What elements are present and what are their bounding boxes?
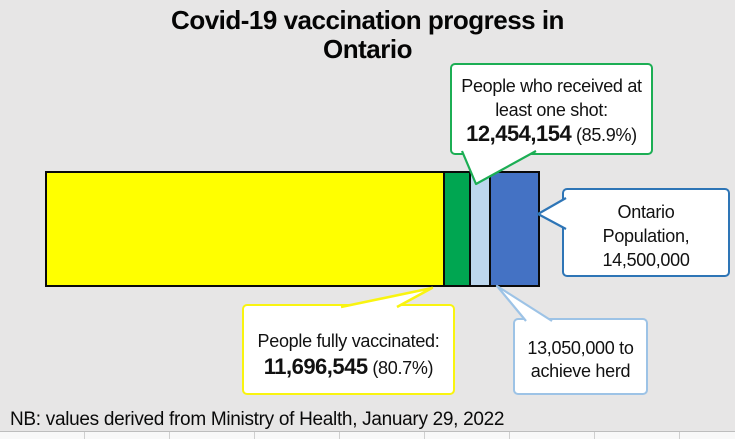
chart-title-line-1: Covid-19 vaccination progress in	[171, 5, 564, 35]
herd-callout-tail	[495, 284, 553, 322]
vaccination-progress-bar	[45, 171, 540, 287]
bar-segment-one-shot	[443, 173, 469, 285]
callout-fully-value-line: 11,696,545 (80.7%)	[244, 354, 453, 381]
bar-segment-herd-threshold	[469, 173, 489, 285]
callout-population-line-1: Ontario	[617, 202, 675, 222]
fully-vaccinated-count: 11,696,545	[263, 354, 368, 379]
chart-title-line-2: Ontario	[323, 34, 412, 64]
source-note: NB: values derived from Ministry of Heal…	[10, 409, 505, 430]
callout-fully-vaccinated: People fully vaccinated: 11,696,545 (80.…	[242, 304, 455, 395]
callout-ontario-population: Ontario Population, 14,500,000	[562, 188, 730, 277]
callout-one-shot-value-line: 12,454,154 (85.9%)	[452, 122, 651, 147]
bar-segment-fully-vaccinated	[47, 173, 443, 285]
callout-population-line-3: 14,500,000	[602, 250, 690, 270]
chart-title: Covid-19 vaccination progress in Ontario	[0, 6, 735, 64]
callout-fully-line-1: People fully vaccinated:	[257, 331, 440, 351]
fully-vaccinated-percent: (80.7%)	[372, 358, 434, 378]
callout-one-shot: People who received at least one shot: 1…	[450, 63, 653, 155]
callout-herd-line-1: 13,050,000 to	[527, 338, 634, 358]
one-shot-count: 12,454,154	[466, 121, 572, 146]
one-shot-percent: (85.9%)	[575, 125, 637, 145]
callout-one-shot-line-1: People who received at	[461, 76, 642, 96]
callout-herd-immunity: 13,050,000 to achieve herd	[513, 318, 648, 395]
callout-one-shot-line-2: least one shot:	[495, 100, 608, 120]
callout-herd-line-2: achieve herd	[530, 361, 631, 381]
spreadsheet-row-edge	[0, 431, 735, 439]
callout-population-line-2: Population,	[602, 226, 690, 246]
bar-segment-population	[489, 173, 538, 285]
